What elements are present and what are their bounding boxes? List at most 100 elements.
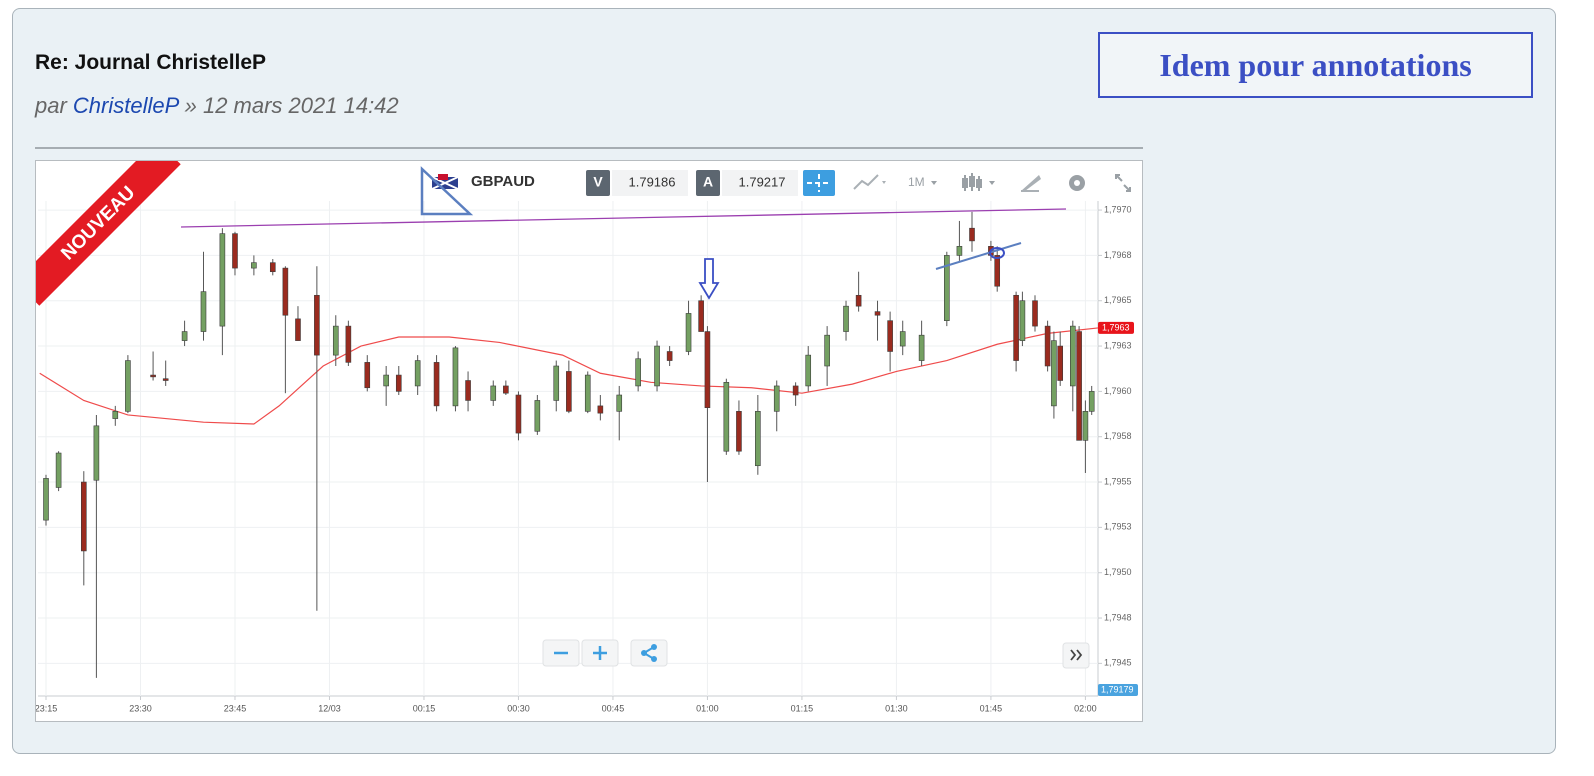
candle-body (503, 385, 509, 394)
y-tick-label: 1,7965 (1104, 295, 1132, 305)
chart: GBPAUD V 1.79186 A 1.79217 1M 1,79701,79… (15, 140, 1142, 713)
candle-body (855, 294, 862, 307)
candle-body (566, 371, 572, 412)
post-byline: par ChristelleP » 12 mars 2021 14:42 (35, 93, 399, 119)
annotation-note: Idem pour annotations (1098, 32, 1533, 98)
candle-body (635, 358, 641, 387)
candle-body (1076, 331, 1082, 441)
x-tick-label: 23:15 (36, 703, 57, 713)
buy-badge[interactable] (696, 170, 720, 196)
candle-body (994, 255, 1001, 287)
fullscreen-button[interactable] (1115, 174, 1131, 192)
candle-body (736, 411, 742, 452)
candle-body (1019, 300, 1026, 341)
sell-badge[interactable] (586, 170, 610, 196)
candle-body (1070, 325, 1076, 387)
candle-body (698, 300, 704, 332)
candle-body (465, 380, 471, 401)
draw-button[interactable] (1021, 175, 1041, 192)
y-tick-label: 1,7948 (1104, 612, 1132, 622)
candle-body (314, 294, 320, 356)
candle-body (597, 405, 604, 414)
cursor-tag (1098, 684, 1138, 696)
sell-price: 1.79186 (629, 174, 676, 189)
zoom-out-button[interactable] (542, 639, 580, 667)
zoom-in-button[interactable] (581, 639, 619, 667)
candle-body (805, 354, 812, 387)
candle-body (899, 331, 906, 347)
candle-body (269, 262, 276, 273)
candle-body (773, 385, 780, 412)
candle-body (1032, 300, 1038, 327)
x-tick-label: 00:30 (507, 703, 530, 713)
candle-body (1088, 391, 1095, 412)
price-tag-label: 1,7963 (1102, 322, 1130, 332)
candle-body (874, 311, 881, 316)
x-tick-label: 23:30 (129, 703, 152, 713)
share-button[interactable] (630, 639, 668, 667)
candle-body (219, 233, 226, 327)
crosshair-button[interactable] (803, 170, 835, 196)
candle-body (251, 262, 257, 269)
price-tag (1098, 321, 1134, 334)
candle-body (792, 385, 799, 396)
circle-annotation (989, 247, 1005, 259)
x-tick-label: 02:00 (1074, 703, 1097, 713)
candle-body (584, 374, 591, 412)
candle-body (755, 411, 761, 467)
candle-body (944, 255, 950, 321)
cursor-tag-label: 1,79179 (1101, 684, 1134, 694)
candle-body (181, 331, 188, 341)
candle-body (616, 394, 623, 412)
candle-body (887, 320, 893, 352)
y-tick-label: 1,7953 (1104, 522, 1132, 532)
candle-body (433, 362, 440, 407)
candle-body (704, 331, 711, 409)
timeframe-caret (931, 181, 937, 185)
candle-body (55, 452, 62, 488)
candle-body (125, 360, 131, 412)
candle-body (515, 394, 522, 434)
x-tick-label: 00:45 (602, 703, 625, 713)
settings-button[interactable] (1069, 175, 1085, 191)
indicator-button[interactable] (853, 174, 886, 190)
candle-body (200, 291, 207, 332)
x-tick-label: 00:15 (413, 703, 436, 713)
timeframe[interactable]: 1M (908, 175, 925, 189)
scroll-end-button[interactable] (1062, 642, 1090, 669)
arrow-annotation (698, 258, 720, 300)
candle-body (666, 351, 673, 361)
candle-body (969, 227, 975, 242)
candle-body (918, 334, 925, 361)
candle-body (956, 246, 963, 256)
chart-type-button[interactable] (962, 173, 982, 191)
separator (35, 147, 1143, 149)
moving-average (39, 327, 1099, 425)
candle-body (452, 347, 459, 407)
x-tick-label: 01:30 (885, 703, 908, 713)
sell-box (612, 170, 688, 196)
buy-price: 1.79217 (739, 174, 786, 189)
candle-body (1044, 325, 1051, 367)
y-tick-label: 1,7968 (1104, 250, 1132, 260)
candle-body (414, 360, 421, 387)
candle-body (93, 425, 100, 481)
x-tick-label: 01:00 (696, 703, 719, 713)
candle-body (80, 481, 87, 552)
candle-body (490, 385, 497, 401)
y-tick-label: 1,7960 (1104, 386, 1132, 396)
candle-body (364, 362, 371, 389)
x-tick-label: 01:15 (791, 703, 814, 713)
candle-body (282, 267, 289, 316)
buy-label: A (703, 174, 713, 190)
candle-body (395, 374, 402, 392)
candle-body (150, 374, 156, 378)
candle-body (43, 478, 49, 521)
y-tick-label: 1,7970 (1104, 204, 1132, 214)
candle-body (1082, 411, 1089, 441)
candle-body (534, 400, 541, 432)
author-link[interactable]: ChristelleP (72, 93, 179, 118)
candle-body (824, 334, 830, 367)
symbol: GBPAUD (471, 173, 535, 190)
